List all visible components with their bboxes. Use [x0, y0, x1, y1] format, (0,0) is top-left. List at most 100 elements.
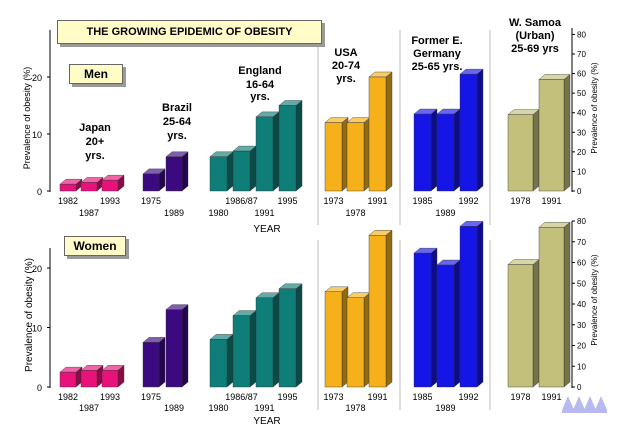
- bar-side-men-2-3: [295, 100, 303, 192]
- bar-men-5-1: [538, 79, 565, 192]
- ylabel-left-men: Prevalence of obesity (%): [22, 67, 32, 170]
- bar-side-women-4-1: [453, 259, 461, 388]
- bar-men-4-2: [459, 73, 478, 192]
- country-age-usa: 20-74 yrs.: [332, 60, 361, 85]
- ry-tick-label-men-10: 10: [577, 167, 586, 176]
- bar-side-women-2-0: [226, 333, 234, 388]
- year-label-women-5-1: 1991: [541, 392, 561, 402]
- year-label-men-1-1: 1989: [164, 208, 184, 218]
- bar-men-0-1: [80, 182, 98, 192]
- bar-women-0-2: [101, 370, 119, 388]
- year-label-men-0-1: 1987: [79, 208, 99, 218]
- year-label-men-5-0: 1978: [510, 196, 530, 206]
- bar-men-4-0: [413, 113, 432, 192]
- bar-side-men-5-0: [532, 109, 540, 192]
- bar-men-2-1: [232, 150, 251, 192]
- bar-women-4-0: [413, 252, 432, 388]
- ry-tick-label-women-30: 30: [577, 321, 586, 330]
- year-label-women-4-1: 1989: [435, 403, 455, 413]
- bar-women-2-3: [278, 288, 297, 388]
- y-tick-label-women-20: 20: [32, 264, 42, 274]
- bar-side-women-5-0: [532, 259, 540, 388]
- ry-tick-label-men-50: 50: [577, 89, 586, 98]
- bar-men-5-0: [507, 114, 534, 192]
- country-label-germany: Former E. Germany: [411, 35, 462, 60]
- xlabel-women: YEAR: [253, 416, 280, 427]
- ry-tick-label-women-40: 40: [577, 300, 586, 309]
- ylabel-right-men: Prevalence of obesity (%): [590, 62, 599, 153]
- bar-women-0-0: [59, 371, 77, 388]
- y-tick-label-men-10: 10: [32, 130, 42, 140]
- bar-side-men-3-2: [385, 71, 393, 192]
- country-label-japan: Japan: [79, 122, 111, 134]
- year-label-women-0-1: 1987: [79, 403, 99, 413]
- year-label-women-2-2: 1991: [254, 403, 274, 413]
- bar-side-women-1-1: [181, 304, 189, 388]
- ry-tick-label-men-20: 20: [577, 148, 586, 157]
- country-age-japan: 20+ yrs.: [85, 136, 105, 162]
- bar-women-0-1: [80, 370, 98, 388]
- bar-men-2-0: [209, 156, 228, 192]
- bar-men-2-3: [278, 105, 297, 192]
- year-label-men-2-2: 1991: [254, 208, 274, 218]
- chart-title: THE GROWING EPIDEMIC OF OBESITY: [57, 20, 322, 44]
- year-label-men-4-1: 1989: [435, 208, 455, 218]
- bar-side-men-5-1: [563, 74, 571, 192]
- bar-side-men-1-1: [181, 151, 189, 192]
- bar-women-4-2: [459, 226, 478, 388]
- ry-tick-label-women-60: 60: [577, 259, 586, 268]
- xlabel-men: YEAR: [253, 224, 280, 235]
- y-tick-label-women-0: 0: [37, 383, 42, 393]
- bar-women-2-2: [255, 297, 274, 388]
- year-label-women-3-0: 1973: [323, 392, 343, 402]
- year-label-men-0-0: 1982: [58, 196, 78, 206]
- country-label-usa: USA: [334, 47, 357, 59]
- bar-side-men-4-0: [430, 108, 438, 192]
- logo-icon: [562, 396, 607, 413]
- bar-men-0-0: [59, 183, 77, 192]
- ry-tick-label-men-0: 0: [577, 187, 582, 196]
- year-label-men-0-2: 1993: [100, 196, 120, 206]
- y-tick-label-men-20: 20: [32, 73, 42, 83]
- country-age-germany: 25-65 yrs.: [412, 61, 463, 73]
- bar-side-men-2-1: [249, 145, 257, 192]
- year-label-women-0-2: 1993: [100, 392, 120, 402]
- country-age-brazil: 25-64 yrs.: [163, 116, 192, 142]
- bar-men-3-0: [324, 122, 343, 192]
- year-label-men-4-0: 1985: [412, 196, 432, 206]
- year-label-women-1-1: 1989: [164, 403, 184, 413]
- ry-tick-label-women-50: 50: [577, 279, 586, 288]
- ry-tick-label-women-70: 70: [577, 238, 586, 247]
- ry-tick-label-women-10: 10: [577, 362, 586, 371]
- y-tick-label-women-10: 10: [32, 324, 42, 334]
- year-label-women-3-2: 1991: [367, 392, 387, 402]
- bar-women-1-0: [142, 342, 160, 388]
- year-label-women-1-0: 1975: [141, 392, 161, 402]
- bar-side-women-4-0: [430, 247, 438, 388]
- bar-men-0-2: [101, 179, 119, 192]
- bar-men-3-1: [346, 122, 365, 192]
- y-tick-label-men-0: 0: [37, 187, 42, 197]
- year-label-men-1-0: 1975: [141, 196, 161, 206]
- year-label-women-2-3: 1995: [277, 392, 297, 402]
- panel-label-women: Women: [64, 236, 126, 256]
- year-label-women-2-0: 1980: [208, 403, 228, 413]
- bar-women-1-1: [165, 309, 183, 388]
- bar-side-men-4-1: [453, 108, 461, 192]
- bar-women-3-1: [346, 297, 365, 388]
- ry-tick-label-men-30: 30: [577, 128, 586, 137]
- year-label-women-3-1: 1978: [345, 403, 365, 413]
- ry-tick-label-women-80: 80: [577, 217, 586, 226]
- year-label-men-3-1: 1978: [345, 208, 365, 218]
- bar-side-men-4-2: [476, 68, 484, 192]
- bar-side-women-4-2: [476, 220, 484, 388]
- bar-women-3-0: [324, 291, 343, 388]
- bar-side-men-2-2: [272, 111, 280, 192]
- bar-side-women-1-0: [158, 336, 166, 388]
- ylabel-left-women: Prevalence of obesity (%): [24, 258, 35, 372]
- bar-women-4-1: [436, 264, 455, 388]
- bar-side-women-5-1: [563, 221, 571, 388]
- bar-men-2-2: [255, 116, 274, 192]
- bar-women-5-0: [507, 264, 534, 388]
- ry-tick-label-men-40: 40: [577, 109, 586, 118]
